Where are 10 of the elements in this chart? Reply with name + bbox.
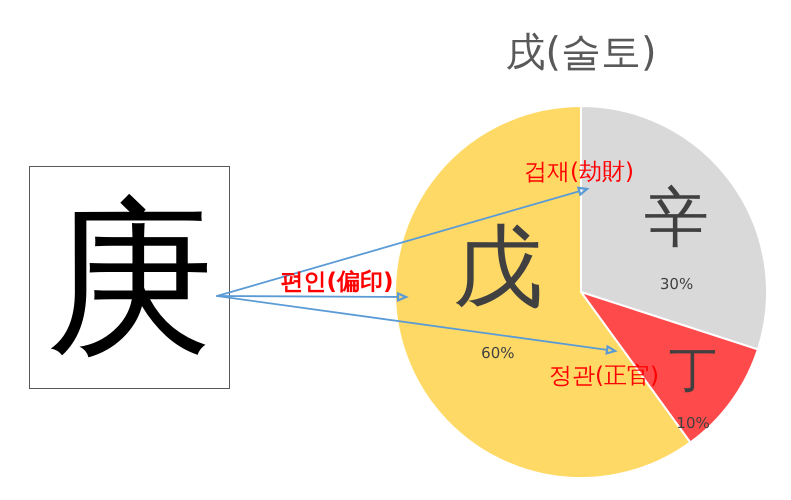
data-label: 30%: [660, 274, 694, 293]
text: 庚: [46, 180, 214, 376]
slice-label: 戊: [452, 214, 543, 320]
slice-label: 辛: [644, 180, 710, 256]
text: 겁재(劫財): [524, 158, 634, 185]
data-label: 60%: [481, 344, 515, 362]
data-label: 10%: [676, 414, 710, 432]
text: 편인(偏印): [280, 268, 394, 295]
slice-label: 丁: [669, 342, 718, 398]
chart-title: 戌(술토): [505, 29, 657, 76]
